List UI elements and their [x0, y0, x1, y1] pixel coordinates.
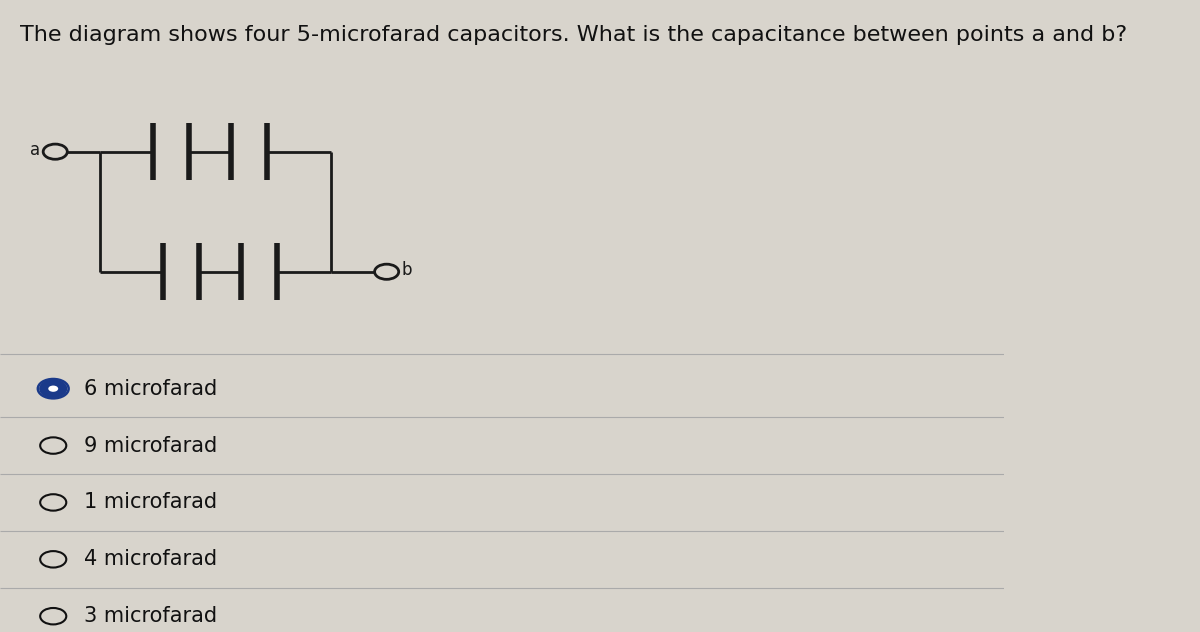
Text: a: a: [30, 141, 41, 159]
Text: 9 microfarad: 9 microfarad: [84, 435, 217, 456]
Text: 1 microfarad: 1 microfarad: [84, 492, 217, 513]
Text: 3 microfarad: 3 microfarad: [84, 606, 217, 626]
Text: The diagram shows four 5-microfarad capacitors. What is the capacitance between : The diagram shows four 5-microfarad capa…: [20, 25, 1127, 46]
Circle shape: [40, 380, 66, 397]
Text: b: b: [402, 261, 412, 279]
Text: 4 microfarad: 4 microfarad: [84, 549, 217, 569]
Circle shape: [48, 386, 58, 392]
Text: 6 microfarad: 6 microfarad: [84, 379, 217, 399]
